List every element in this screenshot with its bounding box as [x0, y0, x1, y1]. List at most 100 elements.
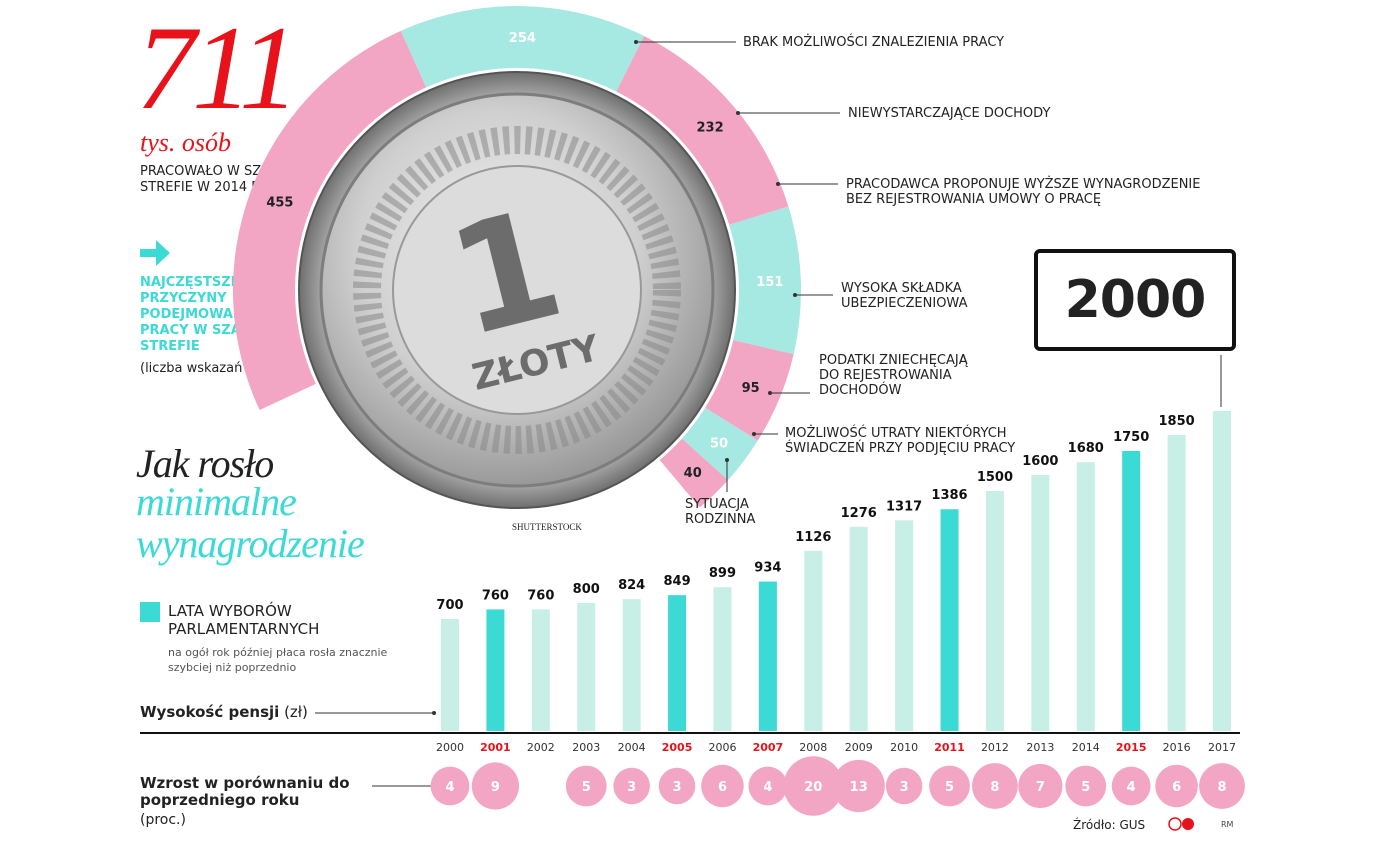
- growth-bubble: [701, 764, 744, 808]
- donut-segment: [705, 340, 794, 441]
- section-title-line3: wynagrodzenie: [136, 521, 365, 566]
- cause-label-7: SYTUACJA RODZINNA: [685, 497, 756, 527]
- growth-bubble-label: 13: [850, 780, 868, 795]
- growth-bubble-label: 3: [627, 780, 636, 795]
- bar-value-label: 1386: [931, 488, 967, 503]
- growth-bubble: [783, 756, 844, 816]
- growth-bubble-label: 8: [1217, 780, 1226, 795]
- bar-value-label: 1750: [1113, 430, 1149, 445]
- year-tick-label: 2007: [753, 741, 784, 754]
- section-title-line1: Jak rosło: [136, 441, 274, 486]
- axis-label: Wysokość pensji (zł): [140, 703, 308, 721]
- highlight-value-box: 2000: [1034, 249, 1236, 351]
- growth-bubble-label: 4: [1127, 780, 1136, 795]
- growth-bubble: [613, 767, 650, 805]
- growth-bubble: [748, 766, 788, 806]
- source-label: Źródło: GUS: [1073, 818, 1146, 832]
- growth-bubble: [658, 767, 696, 805]
- bar: [985, 491, 1004, 731]
- bar-value-label: 760: [527, 588, 554, 603]
- growth-label: Wzrost w porównaniu do poprzedniego roku: [140, 774, 350, 809]
- growth-bubble-label: 5: [582, 780, 591, 795]
- year-tick-label: 2012: [981, 741, 1009, 754]
- bar: [713, 587, 732, 731]
- growth-bubble-label: 5: [945, 780, 954, 795]
- year-tick-label: 2011: [934, 741, 965, 754]
- axis-label-bold: Wysokość pensji: [140, 703, 280, 721]
- credit-label: RM: [1221, 820, 1234, 829]
- donut-segment-value: 455: [266, 196, 293, 211]
- growth-bubble: [1018, 763, 1063, 809]
- bar-value-label: 700: [436, 598, 463, 613]
- growth-bubble: [430, 766, 470, 806]
- bar-value-label: 1600: [1022, 454, 1058, 469]
- donut-segment-value: 254: [509, 31, 536, 46]
- bar-value-label: 760: [482, 588, 509, 603]
- bar: [486, 609, 505, 731]
- causes-title: NAJCZĘSTSZE PRZYCZYNY PODEJMOWANIA PRACY…: [140, 275, 265, 354]
- cause-label-6: MOŻLIWOŚĆ UTRATY NIEKTÓRYCH ŚWIADCZEŃ PR…: [785, 426, 1016, 456]
- growth-bubble-label: 3: [673, 780, 682, 795]
- bar: [1167, 435, 1186, 731]
- donut-segment-value: 95: [742, 381, 760, 396]
- bar-value-label: 899: [709, 566, 736, 581]
- growth-bubble: [565, 765, 607, 807]
- donut-segment: [659, 438, 729, 508]
- bar: [849, 526, 868, 731]
- bar-value-label: 1126: [795, 530, 831, 545]
- bar: [668, 595, 687, 731]
- year-tick-label: 2017: [1208, 741, 1236, 754]
- year-tick-label: 2000: [436, 741, 464, 754]
- donut-segment: [616, 36, 789, 225]
- bar-value-label: 1276: [841, 506, 877, 521]
- growth-bubble: [832, 759, 885, 813]
- headline-unit: tys. osób: [140, 128, 231, 157]
- donut-segment-value: 232: [697, 121, 724, 136]
- donut-segment-value: 50: [710, 436, 728, 451]
- bar: [940, 509, 959, 731]
- bar: [1031, 475, 1050, 731]
- bar: [441, 619, 459, 731]
- donut-segment: [681, 407, 758, 481]
- cause-label-5: PODATKI ZNIECHĘCAJĄ DO REJESTROWANIA DOC…: [819, 353, 968, 398]
- growth-bubble: [929, 765, 970, 807]
- bar-value-label: 1317: [886, 499, 922, 514]
- copyright-icon: [1168, 817, 1194, 831]
- bar: [531, 609, 550, 731]
- headline-number: 711: [136, 1, 299, 134]
- growth-bubble-label: 4: [763, 780, 772, 795]
- legend-label: LATA WYBORÓW PARLAMENTARNYCH: [168, 602, 320, 638]
- growth-bubble-label: 4: [445, 780, 454, 795]
- growth-bubble: [1065, 765, 1107, 807]
- headline-description: PRACOWAŁO W SZAREJ STREFIE W 2014 R.: [140, 164, 292, 195]
- growth-unit: (proc.): [140, 812, 186, 828]
- growth-bubble: [1111, 766, 1151, 806]
- donut-leader-lines: [634, 40, 840, 492]
- bar-value-label: 1850: [1158, 414, 1194, 429]
- legend-note: na ogół rok później płaca rosła znacznie…: [168, 646, 388, 674]
- axis-label-unit: (zł): [284, 703, 308, 721]
- growth-bubble-label: 20: [804, 780, 822, 795]
- growth-bubble: [1155, 764, 1198, 808]
- year-tick-label: 2010: [890, 741, 918, 754]
- growth-bubble-label: 3: [900, 780, 909, 795]
- bar-value-label: 1680: [1068, 441, 1104, 456]
- bar: [1213, 411, 1231, 731]
- donut-segment-value: 40: [684, 466, 702, 481]
- year-tick-label: 2004: [618, 741, 646, 754]
- bar: [1076, 462, 1095, 731]
- arrow-right-icon: [140, 240, 170, 266]
- bar: [895, 520, 914, 731]
- bar: [804, 550, 823, 731]
- cause-label-3: PRACODAWCA PROPONUJE WYŻSZE WYNAGRODZENI…: [846, 177, 1201, 207]
- bar: [758, 581, 777, 731]
- section-title-line2: minimalne: [136, 479, 297, 524]
- growth-bubble-label: 6: [1172, 780, 1181, 795]
- cause-label-4: WYSOKA SKŁADKA UBEZPIECZENIOWA: [841, 281, 968, 311]
- bar-value-label: 849: [663, 574, 690, 589]
- growth-bubble-label: 8: [990, 780, 999, 795]
- bar-value-label: 824: [618, 578, 645, 593]
- growth-bubble: [471, 762, 520, 810]
